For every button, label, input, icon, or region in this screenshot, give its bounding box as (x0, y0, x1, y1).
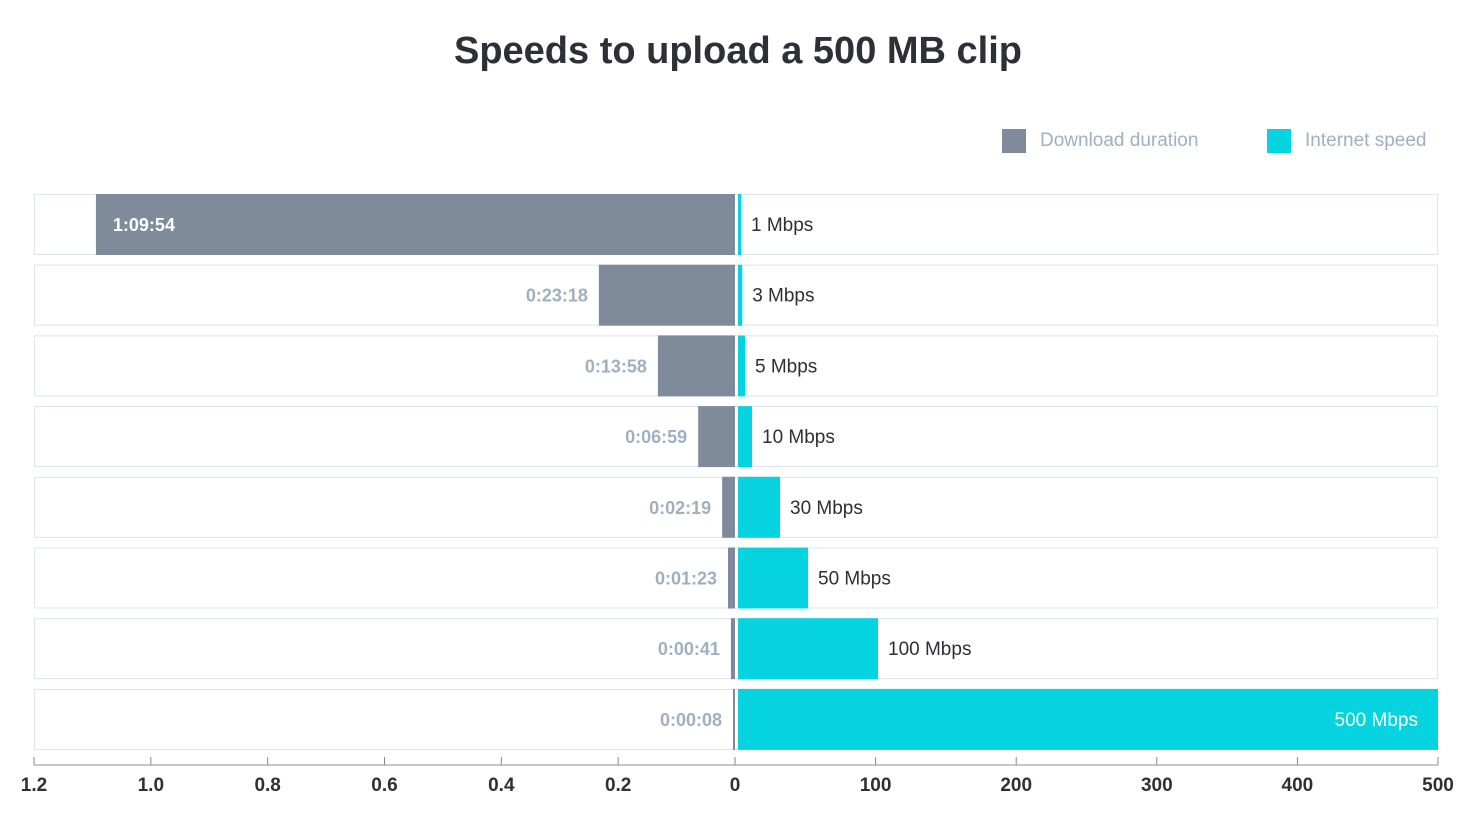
speed-label: 10 Mbps (762, 427, 835, 448)
row-background (34, 335, 1438, 397)
duration-bar (722, 476, 735, 538)
duration-label: 0:00:41 (658, 639, 720, 659)
duration-label: 0:23:18 (526, 286, 588, 306)
speed-bar (738, 547, 808, 609)
speed-bar (738, 618, 878, 680)
speed-label: 1 Mbps (751, 215, 813, 236)
duration-bar (598, 264, 735, 326)
legend-label-speed: Internet speed (1305, 130, 1427, 151)
duration-bar (698, 406, 735, 468)
right-axis-tick-label: 400 (1282, 775, 1314, 796)
speed-bar (738, 476, 780, 538)
legend-swatch-speed (1267, 129, 1291, 153)
right-axis-tick-label: 100 (860, 775, 892, 796)
duration-label: 0:00:08 (660, 710, 722, 730)
left-axis-tick-label: 0.8 (254, 775, 280, 796)
speed-label: 30 Mbps (790, 498, 863, 519)
right-axis-tick-label: 500 (1422, 775, 1454, 796)
left-axis-tick-label: 0.2 (605, 775, 631, 796)
speed-label: 100 Mbps (888, 639, 971, 660)
duration-bar (727, 547, 735, 609)
duration-label: 1:09:54 (113, 215, 175, 235)
row-background (34, 476, 1438, 538)
duration-label: 0:13:58 (585, 356, 647, 376)
right-axis-tick-label: 200 (1000, 775, 1032, 796)
legend-item-speed: Internet speed (1267, 129, 1426, 153)
left-axis-tick-label: 1.0 (138, 775, 164, 796)
row-background (34, 547, 1438, 609)
speed-bar (738, 335, 745, 397)
duration-bar (95, 194, 735, 255)
left-axis-tick-label: 0.6 (371, 775, 397, 796)
duration-label: 0:02:19 (649, 498, 711, 518)
row-background (34, 264, 1438, 326)
speed-bar (738, 264, 743, 326)
speed-label: 500 Mbps (1335, 710, 1418, 731)
left-axis-tick-label: 1.2 (21, 775, 47, 796)
left-axis-tick-label: 0 (730, 775, 741, 796)
row-background (34, 618, 1438, 680)
duration-bar (733, 688, 735, 750)
legend-label-duration: Download duration (1040, 130, 1199, 151)
row-background (34, 406, 1438, 468)
speed-label: 50 Mbps (818, 569, 891, 590)
duration-label: 0:06:59 (625, 427, 687, 447)
speed-label: 5 Mbps (755, 356, 817, 377)
speed-label: 3 Mbps (752, 286, 814, 307)
speed-bar (738, 688, 1438, 750)
chart-title: Speeds to upload a 500 MB clip (453, 30, 1022, 72)
duration-bar (657, 335, 735, 397)
speed-bar (738, 406, 752, 468)
legend-item-duration: Download duration (1002, 129, 1198, 153)
legend-swatch-duration (1002, 129, 1026, 153)
duration-bar (730, 618, 735, 680)
speed-bar (738, 194, 741, 255)
right-axis-tick-label: 300 (1141, 775, 1173, 796)
duration-label: 0:01:23 (655, 569, 717, 589)
left-axis-tick-label: 0.4 (488, 775, 515, 796)
